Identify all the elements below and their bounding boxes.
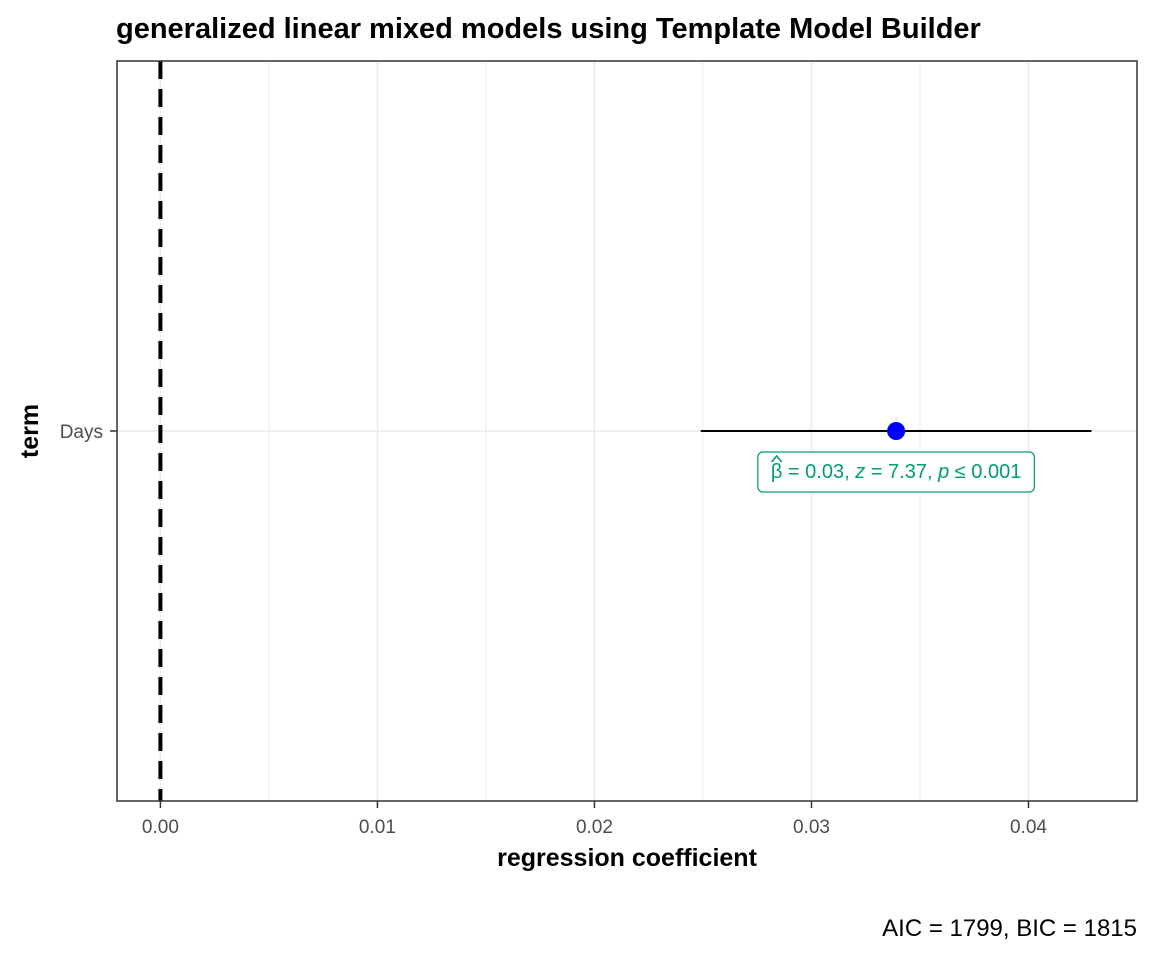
model-fit-caption: AIC = 1799, BIC = 1815 (882, 915, 1137, 942)
x-axis-title: regression coefficient (497, 844, 757, 872)
x-tick-label: 0.00 (142, 817, 179, 838)
p-value: ≤ 0.001 (949, 461, 1021, 483)
estimates-layer: β = 0.03, z = 7.37, p ≤ 0.001 (700, 422, 1092, 493)
z-value: = 7.37, (865, 461, 938, 483)
y-axis-title: term (16, 404, 44, 458)
estimate-point (887, 422, 906, 440)
y-tick-label: Days (60, 422, 103, 443)
x-tick-label: 0.02 (576, 817, 613, 838)
beta-symbol: β (771, 461, 783, 483)
p-symbol: p (937, 461, 949, 483)
estimate-label-text: β = 0.03, z = 7.37, p ≤ 0.001 (771, 461, 1021, 483)
beta-hat-icon (771, 454, 783, 463)
x-tick-label: 0.04 (1010, 817, 1047, 838)
x-tick-label: 0.01 (359, 817, 396, 838)
beta-value: = 0.03, (782, 461, 855, 483)
estimate-label: β = 0.03, z = 7.37, p ≤ 0.001 (757, 451, 1035, 493)
chart-title: generalized linear mixed models using Te… (116, 13, 981, 45)
estimate-label-box (757, 451, 1035, 493)
z-symbol: z (854, 461, 865, 483)
x-tick-label: 0.03 (793, 817, 830, 838)
axes: 0.00 0.01 0.02 0.03 0.04 Days (60, 422, 1048, 838)
